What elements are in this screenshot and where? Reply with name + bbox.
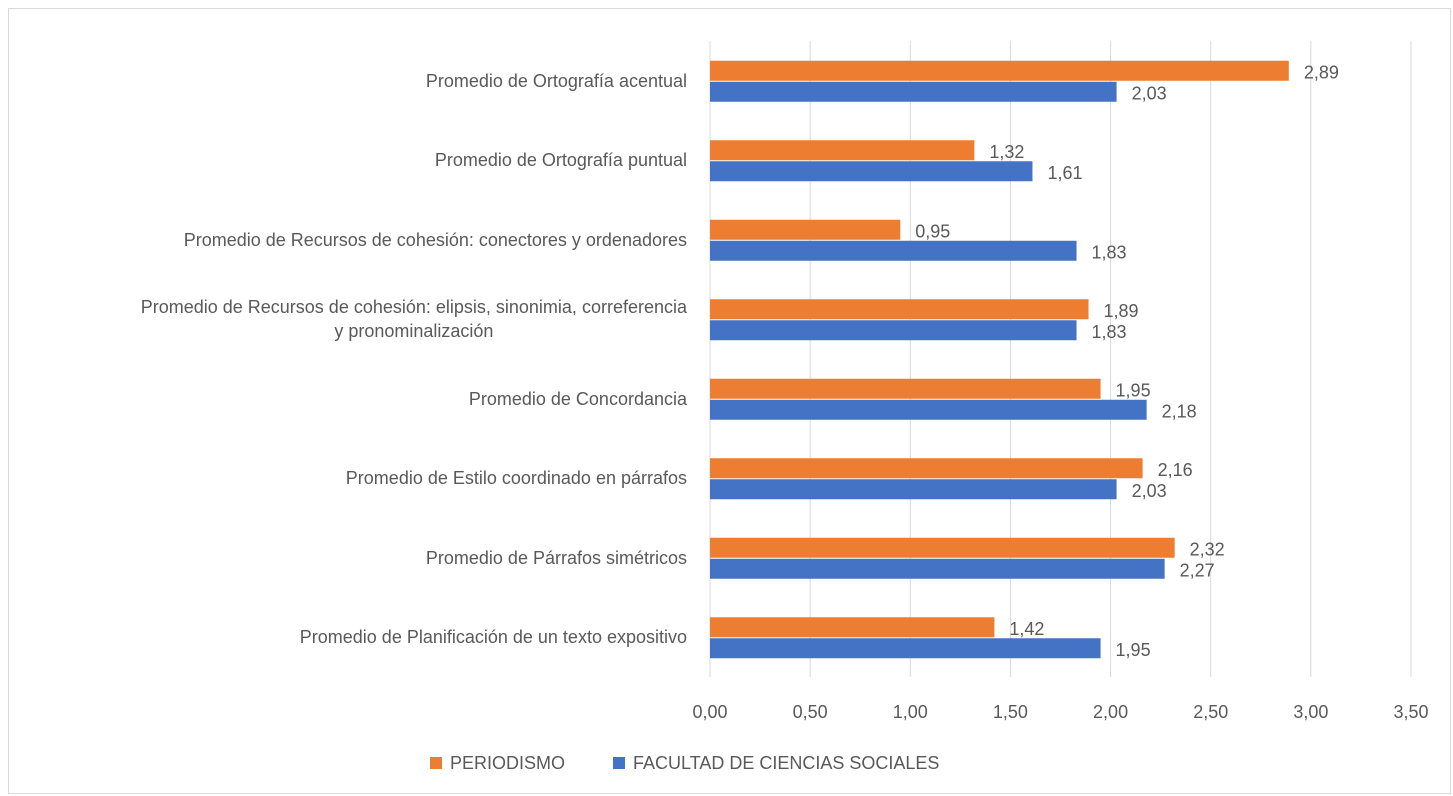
bar bbox=[710, 399, 1147, 420]
data-label: 1,89 bbox=[1104, 301, 1139, 321]
data-label: 1,32 bbox=[989, 142, 1024, 162]
bar bbox=[710, 558, 1165, 579]
bar bbox=[710, 240, 1077, 261]
x-tick-label: 0,50 bbox=[793, 702, 828, 722]
legend-swatch bbox=[430, 757, 442, 769]
x-tick-label: 3,50 bbox=[1393, 702, 1428, 722]
data-label: 2,18 bbox=[1162, 402, 1197, 422]
y-tick-label: Promedio de Concordancia bbox=[468, 388, 687, 409]
data-label: 1,61 bbox=[1047, 163, 1082, 183]
legend-label: PERIODISMO bbox=[450, 753, 565, 773]
bar bbox=[710, 81, 1117, 102]
data-label: 2,03 bbox=[1132, 84, 1167, 104]
x-tick-label: 2,50 bbox=[1193, 702, 1228, 722]
data-label: 1,83 bbox=[1092, 243, 1127, 263]
bar bbox=[710, 60, 1289, 81]
data-label: 1,83 bbox=[1092, 322, 1127, 342]
y-tick-label: Promedio de Ortografía acentual bbox=[425, 70, 687, 91]
bar bbox=[710, 458, 1143, 479]
bar bbox=[710, 378, 1101, 399]
data-label: 1,42 bbox=[1009, 619, 1044, 639]
y-tick-label: Promedio de Párrafos simétricos bbox=[425, 547, 687, 568]
y-tick-label: Promedio de Planificación de un texto ex… bbox=[299, 627, 687, 648]
bar bbox=[710, 219, 901, 240]
legend-swatch bbox=[613, 757, 626, 769]
bar bbox=[710, 479, 1117, 500]
data-label: 2,32 bbox=[1190, 540, 1225, 560]
y-tick-label: Promedio de Recursos de cohesión: conect… bbox=[183, 229, 687, 250]
legend-label: FACULTAD DE CIENCIAS SOCIALES bbox=[633, 753, 939, 773]
bar bbox=[710, 161, 1033, 182]
data-label: 1,95 bbox=[1116, 640, 1151, 660]
y-tick-label: Promedio de Recursos de cohesión: elipsi… bbox=[140, 297, 687, 342]
x-tick-label: 2,00 bbox=[1093, 702, 1128, 722]
x-tick-label: 1,00 bbox=[893, 702, 928, 722]
bar bbox=[710, 537, 1175, 558]
data-label: 2,89 bbox=[1304, 63, 1339, 83]
x-tick-label: 0,00 bbox=[692, 702, 727, 722]
x-tick-label: 3,00 bbox=[1293, 702, 1328, 722]
x-tick-label: 1,50 bbox=[993, 702, 1028, 722]
bar bbox=[710, 140, 975, 161]
bar bbox=[710, 617, 995, 638]
bar bbox=[710, 320, 1077, 341]
data-label: 2,16 bbox=[1158, 460, 1193, 480]
data-label: 2,27 bbox=[1180, 561, 1215, 581]
chart-frame bbox=[8, 8, 1451, 794]
bar bbox=[710, 638, 1101, 659]
y-tick-label: Promedio de Ortografía puntual bbox=[434, 150, 687, 171]
data-label: 0,95 bbox=[915, 222, 950, 242]
data-label: 1,95 bbox=[1116, 381, 1151, 401]
y-tick-label: Promedio de Estilo coordinado en párrafo… bbox=[345, 468, 687, 489]
data-label: 2,03 bbox=[1132, 481, 1167, 501]
bar bbox=[710, 299, 1089, 320]
